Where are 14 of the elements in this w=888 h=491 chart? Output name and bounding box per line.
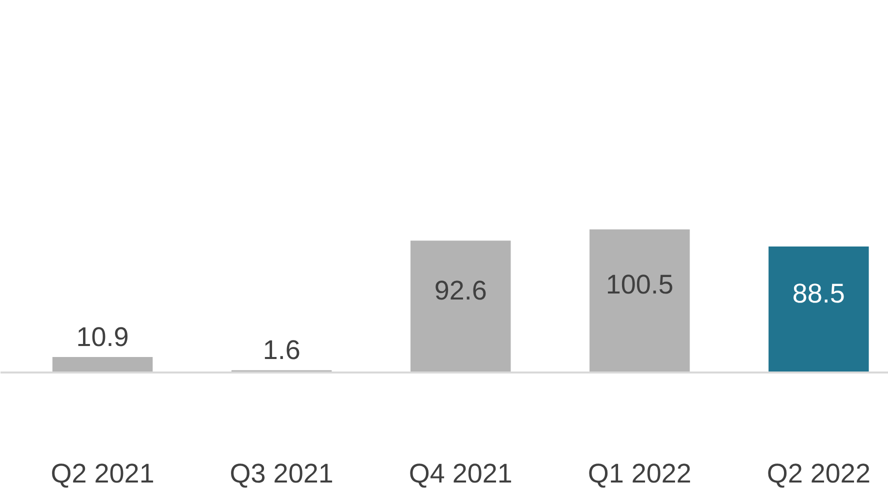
data-label: 100.5 bbox=[606, 270, 674, 300]
bar bbox=[52, 356, 153, 372]
bar bbox=[768, 246, 869, 372]
x-tick-label: Q3 2021 bbox=[230, 458, 334, 488]
data-label: 92.6 bbox=[434, 275, 487, 306]
x-tick-label: Q4 2021 bbox=[408, 458, 512, 488]
data-label: 10.9 bbox=[76, 322, 129, 352]
data-label: 88.5 bbox=[792, 278, 845, 308]
bar bbox=[410, 240, 511, 372]
x-tick-label: Q2 2022 bbox=[766, 458, 870, 488]
x-tick-label: Q1 2022 bbox=[588, 458, 692, 488]
data-label: 1.6 bbox=[262, 335, 300, 366]
x-tick-label: Q2 2021 bbox=[50, 458, 154, 488]
bar bbox=[590, 229, 690, 372]
